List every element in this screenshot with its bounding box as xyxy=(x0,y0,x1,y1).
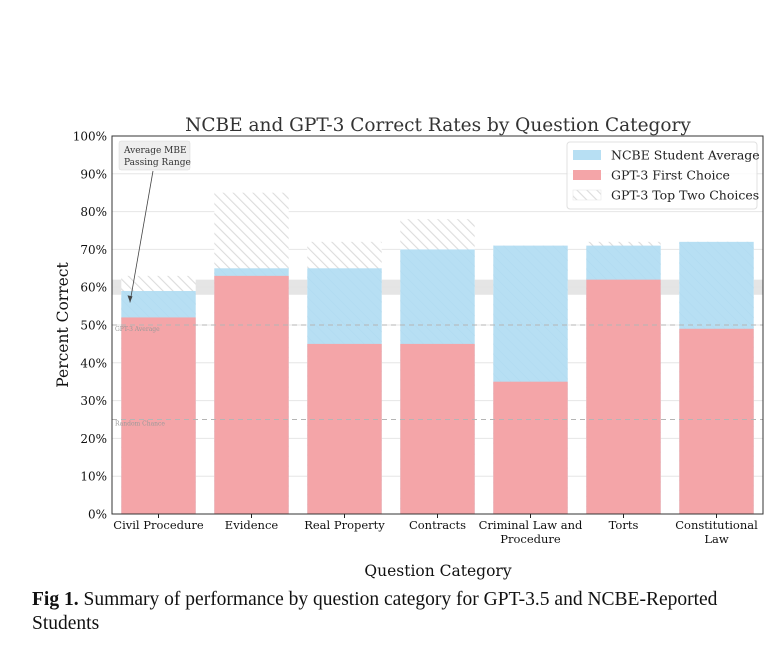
y-tick-label: 50% xyxy=(80,319,107,333)
legend-swatch xyxy=(573,170,601,180)
bar-gpt3-first xyxy=(493,381,568,514)
annotation-arrow xyxy=(129,170,154,303)
bars xyxy=(121,192,754,514)
legend: NCBE Student Average GPT-3 First Choice GP… xyxy=(566,141,760,210)
y-axis-label: Percent Correct xyxy=(54,262,72,388)
legend-label: GPT-3 First Choice xyxy=(611,168,730,183)
y-tick-label: 20% xyxy=(80,432,107,446)
passing-range-annotation: Average MBE Passing Range xyxy=(118,140,191,303)
annotation-arrowhead xyxy=(127,295,133,303)
y-tick-label: 80% xyxy=(80,205,107,219)
y-tick-label: 30% xyxy=(80,394,107,408)
legend-label: GPT-3 Top Two Choices xyxy=(611,188,759,203)
x-tick-label: Constitutional xyxy=(675,518,758,532)
annotation-text: Passing Range xyxy=(124,158,191,168)
x-tick-label: Evidence xyxy=(225,518,279,532)
y-tick-label: 10% xyxy=(80,470,107,484)
figure-caption: Fig 1. Summary of performance by questio… xyxy=(32,588,732,636)
bar-gpt3-first xyxy=(214,275,289,514)
x-tick-label: Law xyxy=(704,532,728,546)
x-tick-label: Contracts xyxy=(409,518,466,532)
x-tick-label: Torts xyxy=(609,518,639,532)
annotation-text: Average MBE xyxy=(123,146,187,156)
x-axis-label: Question Category xyxy=(364,562,511,580)
x-tick-label: Procedure xyxy=(500,532,561,546)
y-tick-label: 40% xyxy=(80,356,107,370)
reference-label: GPT-3 Average xyxy=(115,326,160,333)
caption-text: Summary of performance by question categ… xyxy=(32,589,718,634)
x-tick-label: Civil Procedure xyxy=(113,518,204,532)
y-tick-label: 100% xyxy=(73,130,107,144)
y-tick-label: 60% xyxy=(80,281,107,295)
caption-label: Fig 1. xyxy=(32,589,79,610)
bar-gpt3-first xyxy=(679,328,754,514)
y-tick-label: 0% xyxy=(88,508,107,522)
y-tick-label: 90% xyxy=(80,167,107,181)
legend-label: NCBE Student Average xyxy=(611,148,760,163)
y-tick-label: 70% xyxy=(80,243,107,257)
y-tick-labels: 0% 10% 20% 30% 40% 50% 60% 70% 80% 90% 100% xyxy=(73,130,107,522)
legend-swatch xyxy=(573,150,601,160)
x-tick-labels: Civil Procedure Evidence Real Property Cont… xyxy=(113,514,758,546)
legend-swatch xyxy=(572,189,602,201)
reference-lines: GPT-3 Average Random Chance xyxy=(112,324,763,428)
x-tick-label: Criminal Law and xyxy=(479,518,583,532)
bar-gpt3-first xyxy=(121,317,196,514)
bar-gpt3-first xyxy=(586,279,661,514)
chart: NCBE and GPT-3 Correct Rates by Question… xyxy=(54,115,764,580)
chart-title: NCBE and GPT-3 Correct Rates by Question… xyxy=(185,115,691,136)
annotation-box xyxy=(118,140,191,171)
reference-label: Random Chance xyxy=(115,421,165,428)
bar-gpt3-first xyxy=(400,343,475,514)
x-tick-label: Real Property xyxy=(304,518,385,532)
bar-gpt3-first xyxy=(307,343,382,514)
legend-box xyxy=(566,141,758,210)
